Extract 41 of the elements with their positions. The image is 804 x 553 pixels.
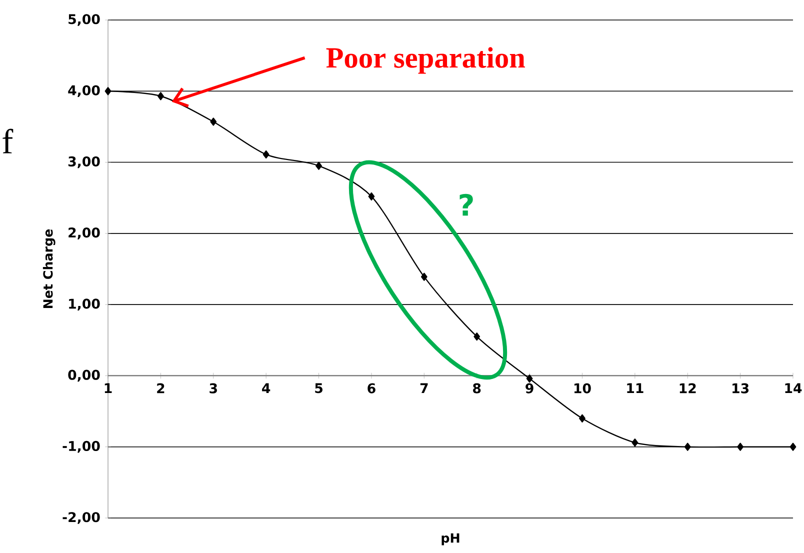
- y-tick-label: 5,00: [68, 14, 100, 26]
- x-tick-label: 9: [526, 383, 534, 394]
- x-tick-label: 10: [574, 383, 591, 394]
- point: [684, 442, 691, 451]
- point: [368, 192, 375, 200]
- y-tick-label: 3,00: [68, 156, 100, 168]
- point: [262, 150, 270, 159]
- x-tick-label: 7: [420, 383, 428, 393]
- point: [737, 442, 744, 451]
- point: [474, 332, 480, 341]
- point: [158, 92, 164, 100]
- text: f: [2, 128, 14, 154]
- point: [632, 438, 638, 447]
- x-tick-label: 1: [104, 383, 112, 393]
- y-tick-label: -1,00: [62, 440, 100, 453]
- point: [790, 442, 796, 451]
- y-tick-label: 2,00: [68, 228, 100, 240]
- point: [210, 118, 217, 126]
- x-tick-label: 8: [473, 383, 481, 394]
- annotation: ?: [460, 194, 473, 216]
- point: [526, 374, 533, 383]
- point: [316, 162, 322, 170]
- y-tick-label: -2,00: [62, 512, 100, 524]
- point: [104, 87, 112, 96]
- y-tick-label: 1,00: [69, 298, 100, 310]
- y-tick-label: 0,00: [68, 370, 100, 382]
- annotation: Poor separation: [326, 47, 525, 74]
- x-tick-label: 6: [368, 383, 376, 394]
- x-tick-label: 14: [785, 383, 802, 393]
- point: [420, 272, 428, 281]
- x-axis-title: pH: [442, 533, 460, 546]
- x-tick-label: 11: [627, 383, 644, 393]
- x-tick-label: 5: [315, 383, 322, 394]
- x-tick-label: 13: [732, 383, 749, 394]
- point: [579, 414, 586, 422]
- x-tick-label: 2: [157, 383, 164, 394]
- x-tick-label: 4: [262, 383, 270, 393]
- y-tick-label: 4,00: [68, 85, 100, 98]
- x-tick-label: 3: [210, 383, 217, 394]
- y-axis-title: Net Charge: [42, 229, 56, 308]
- x-tick-label: 12: [680, 383, 696, 394]
